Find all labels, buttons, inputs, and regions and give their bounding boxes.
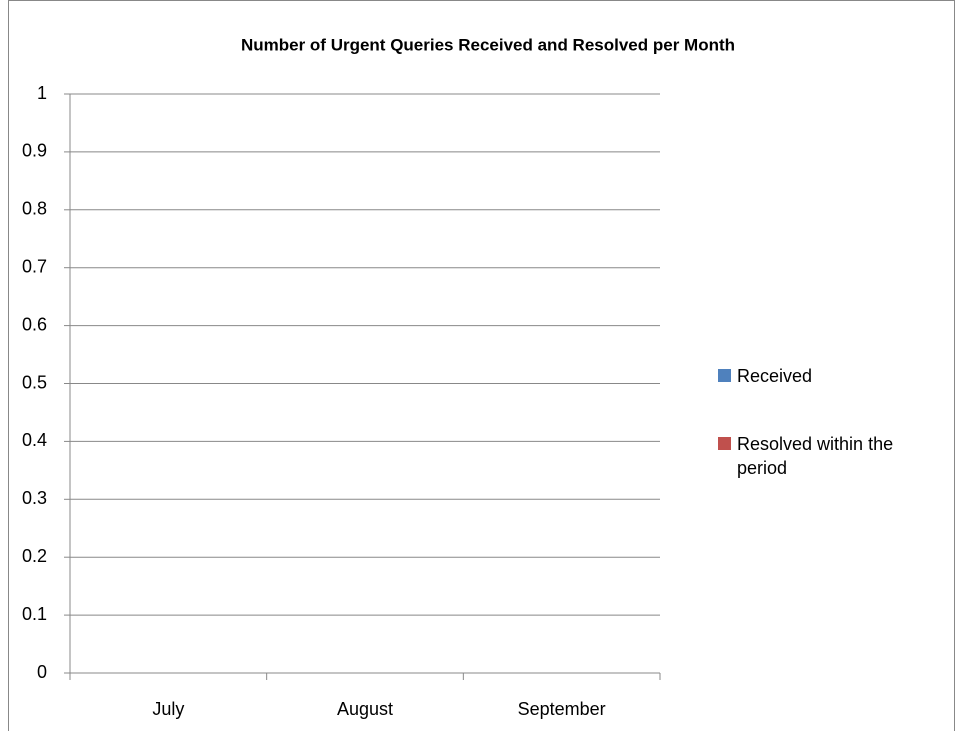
- legend-label: Resolved within the period: [737, 434, 894, 478]
- legend-label: Received: [737, 366, 813, 386]
- y-tick-label: 0.9: [22, 141, 47, 161]
- y-tick-label: 0.2: [22, 546, 47, 566]
- chart-title: Number of Urgent Queries Received and Re…: [241, 35, 735, 54]
- y-tick-label: 0.8: [22, 199, 47, 219]
- chart-border: [8, 0, 955, 731]
- y-tick-label: 0.1: [22, 604, 47, 624]
- y-tick-label: 0.4: [22, 430, 47, 450]
- y-tick-label: 0.6: [22, 314, 47, 334]
- legend-item: Received: [718, 364, 938, 388]
- y-tick-label: 0: [37, 662, 47, 682]
- legend-item: Resolved within the period: [718, 432, 938, 480]
- x-tick-label: July: [152, 699, 184, 719]
- x-tick-label: August: [337, 699, 393, 719]
- legend-swatch: [718, 369, 731, 382]
- legend-swatch: [718, 437, 731, 450]
- y-tick-label: 0.5: [22, 372, 47, 392]
- y-tick-label: 0.7: [22, 256, 47, 276]
- y-tick-label: 1: [37, 83, 47, 103]
- x-tick-label: September: [518, 699, 606, 719]
- y-tick-label: 0.3: [22, 488, 47, 508]
